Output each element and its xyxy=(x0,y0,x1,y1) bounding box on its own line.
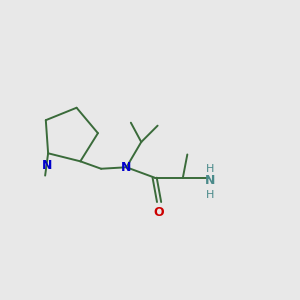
Text: H: H xyxy=(206,190,214,200)
Text: O: O xyxy=(154,206,164,219)
Text: N: N xyxy=(41,159,52,172)
Text: H: H xyxy=(206,164,214,174)
Text: N: N xyxy=(204,173,215,187)
Text: N: N xyxy=(121,161,132,174)
